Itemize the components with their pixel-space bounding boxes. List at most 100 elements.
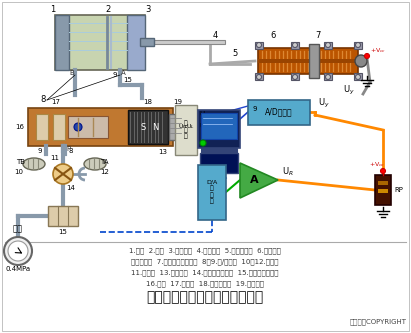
Bar: [53, 114, 65, 140]
Text: 9: 9: [253, 106, 257, 112]
Text: 16: 16: [16, 124, 25, 130]
Bar: [255, 42, 263, 49]
Text: 12: 12: [100, 169, 109, 175]
Text: A: A: [250, 175, 258, 185]
Text: TA: TA: [100, 159, 109, 165]
Bar: [55, 15, 69, 70]
Text: 15: 15: [58, 229, 67, 235]
Bar: [198, 110, 240, 148]
Bar: [68, 116, 108, 138]
Bar: [291, 42, 299, 49]
Bar: [324, 73, 332, 80]
Bar: [354, 73, 362, 80]
Text: N: N: [152, 123, 158, 132]
Text: U$_y$: U$_y$: [343, 84, 355, 97]
Bar: [255, 73, 263, 80]
Circle shape: [256, 43, 261, 48]
Text: A: A: [120, 70, 125, 76]
Circle shape: [4, 237, 32, 265]
Bar: [127, 15, 145, 70]
Text: 18: 18: [143, 99, 152, 105]
Circle shape: [326, 43, 330, 48]
Bar: [55, 15, 145, 70]
Circle shape: [381, 168, 386, 173]
Text: TB: TB: [16, 159, 25, 165]
Ellipse shape: [23, 158, 45, 170]
Text: P: P: [66, 146, 70, 152]
Circle shape: [200, 140, 206, 146]
Text: U$_L$: U$_L$: [199, 122, 209, 132]
Text: D/A
转
换
器: D/A 转 换 器: [206, 180, 218, 204]
Circle shape: [293, 75, 298, 80]
Bar: [378, 189, 388, 193]
Text: 7: 7: [315, 32, 321, 41]
Bar: [258, 59, 358, 63]
Text: U$_y$: U$_y$: [318, 97, 330, 110]
Bar: [309, 44, 319, 78]
Text: 16.阀心  17.阀心杆  18.电磁阀壳体  19.永久磁铁: 16.阀心 17.阀心杆 18.电磁阀壳体 19.永久磁铁: [146, 280, 264, 287]
Text: 5: 5: [232, 49, 238, 58]
Text: 4: 4: [212, 32, 218, 41]
Bar: [48, 206, 78, 226]
Bar: [201, 148, 237, 153]
Circle shape: [356, 43, 360, 48]
Text: A/D转换器: A/D转换器: [265, 108, 293, 117]
Bar: [201, 113, 237, 139]
Text: 1: 1: [50, 6, 55, 15]
Text: 3: 3: [145, 6, 151, 15]
Text: 位器传感器  7.滑动触点（电刷）  8、9.进/出气孔  10、12.消音器: 位器传感器 7.滑动触点（电刷） 8、9.进/出气孔 10、12.消音器: [131, 258, 279, 265]
Text: 直滑式电位器控制气缸活塞行程: 直滑式电位器控制气缸活塞行程: [146, 290, 263, 304]
Text: 15: 15: [124, 77, 132, 83]
Circle shape: [356, 75, 360, 80]
Text: 19: 19: [173, 99, 182, 105]
Text: 8: 8: [69, 148, 73, 154]
Text: U$_H$U$_L$: U$_H$U$_L$: [178, 123, 195, 132]
Circle shape: [355, 55, 367, 67]
Text: S: S: [141, 123, 145, 132]
Circle shape: [8, 241, 28, 261]
Text: 2: 2: [105, 6, 110, 15]
Text: 驱
动
器: 驱 动 器: [184, 121, 188, 139]
Circle shape: [365, 54, 369, 59]
Bar: [36, 114, 48, 140]
Circle shape: [74, 123, 82, 131]
Bar: [200, 153, 238, 173]
Bar: [324, 42, 332, 49]
Bar: [198, 165, 226, 220]
Text: 气源: 气源: [13, 224, 23, 233]
Text: 东方仿真COPYRIGHT: 东方仿真COPYRIGHT: [350, 318, 407, 325]
Text: 17: 17: [51, 99, 60, 105]
Bar: [169, 114, 183, 140]
Bar: [291, 73, 299, 80]
Bar: [378, 181, 388, 185]
Bar: [140, 38, 154, 46]
Bar: [375, 175, 391, 205]
Circle shape: [326, 75, 330, 80]
Ellipse shape: [84, 158, 106, 170]
Text: 9: 9: [113, 72, 117, 78]
Text: 8: 8: [40, 96, 46, 105]
Circle shape: [53, 164, 73, 184]
Text: +V$_{cc}$: +V$_{cc}$: [370, 47, 386, 56]
Bar: [258, 48, 358, 74]
Text: 13: 13: [159, 149, 168, 155]
Bar: [154, 40, 225, 44]
Text: 14: 14: [67, 185, 76, 191]
Text: 11.进气孔  13.电磁线圈  14.电动比例调节阀  15.气源处理三联件: 11.进气孔 13.电磁线圈 14.电动比例调节阀 15.气源处理三联件: [131, 269, 279, 276]
Text: 6: 6: [270, 32, 276, 41]
Bar: [248, 100, 310, 125]
Bar: [128, 110, 168, 144]
Circle shape: [256, 75, 261, 80]
Text: U$_R$: U$_R$: [282, 166, 294, 178]
Text: U$_H$: U$_H$: [199, 110, 210, 120]
Text: 10: 10: [14, 169, 23, 175]
Text: RP: RP: [394, 187, 403, 193]
Text: B: B: [69, 70, 74, 76]
Text: 11: 11: [51, 155, 60, 161]
Polygon shape: [240, 163, 278, 198]
Circle shape: [293, 43, 298, 48]
Bar: [28, 108, 173, 146]
Text: +V$_{cc}$: +V$_{cc}$: [369, 161, 385, 169]
Text: 1.气缸  2.活塞  3.直线轴承  4.气缸推杆  5.电位器滑杆  6.直滑式电: 1.气缸 2.活塞 3.直线轴承 4.气缸推杆 5.电位器滑杆 6.直滑式电: [129, 247, 281, 254]
Text: 0.4MPa: 0.4MPa: [5, 266, 30, 272]
